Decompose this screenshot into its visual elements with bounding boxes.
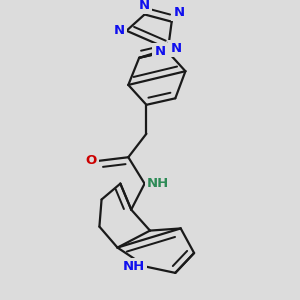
Text: N: N [114, 24, 125, 37]
Text: NH: NH [147, 177, 170, 190]
Text: N: N [154, 45, 166, 58]
Text: O: O [85, 154, 97, 167]
Text: N: N [139, 0, 150, 12]
Text: N: N [171, 42, 182, 55]
Text: NH: NH [122, 260, 145, 273]
Text: N: N [173, 6, 184, 19]
